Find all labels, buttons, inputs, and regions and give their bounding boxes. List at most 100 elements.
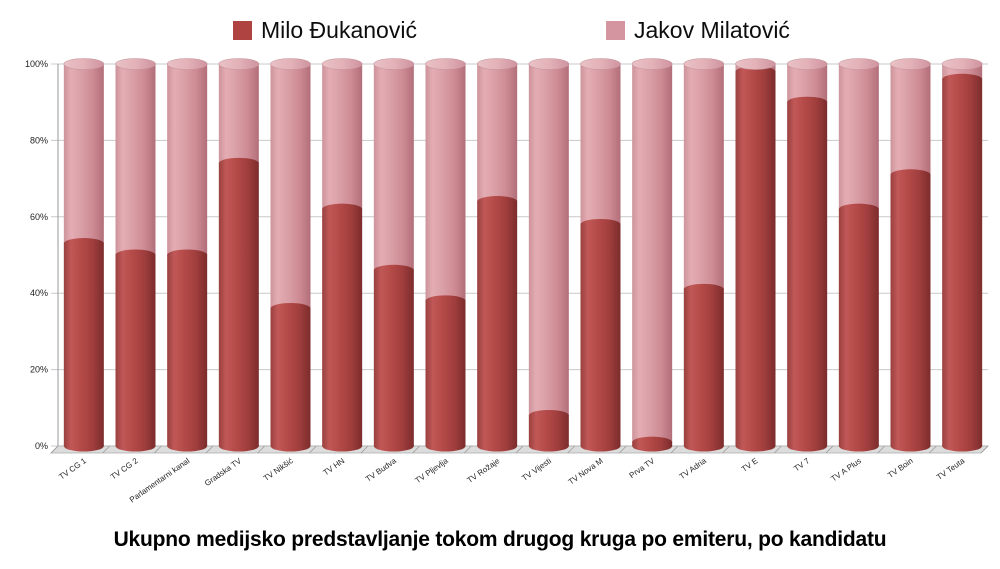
x-tick [774,445,782,454]
bar-top-cap [528,58,570,70]
x-tick [877,445,885,454]
segment-jakov [528,64,569,416]
x-tick [567,445,575,454]
x-tick [154,445,162,454]
segment-jakov [322,64,363,210]
x-tick [670,445,679,454]
y-tick-label: 40% [30,288,48,298]
bar-top-cap [166,58,208,70]
x-tick [825,445,834,454]
bar-top-cap [890,58,931,70]
legend-item-milo: Milo Đukanović [233,17,417,44]
segment-milo [63,243,104,446]
x-category-label: TV Nova M [567,456,605,487]
segment-milo [167,255,208,446]
bar-top-cap [580,58,621,70]
y-tick-label: 80% [30,135,48,145]
segment-milo [477,201,518,446]
x-category-label: TV Adria [678,456,709,481]
bar-tv-cg-2: TV CG 2 [109,58,156,482]
segment-milo [425,300,466,446]
x-category-label: TV 7 [792,456,811,473]
x-category-label: TV Budva [364,456,398,484]
x-category-label: TV CG 2 [109,456,140,482]
bar-top-cap [941,58,983,70]
segment-jakov [838,64,879,210]
segment-jakov [63,64,104,244]
x-category-label: TV Teuta [935,456,967,482]
x-category-label: TV E [740,456,760,474]
bar-tv-a-plus: TV A Plus [829,58,880,484]
x-category-label: TV Nikšić [262,456,295,483]
x-tick [309,445,317,454]
segment-milo [890,174,931,446]
x-category-label: TV HN [321,456,346,477]
bar-top-cap [735,58,776,70]
x-tick [929,445,937,454]
x-category-label: TV A Plus [829,456,863,483]
y-tick-label: 60% [30,212,48,222]
bar-top-cap [270,58,311,70]
segment-milo [942,79,983,446]
bar-tv-budva: TV Budva [364,58,415,484]
x-category-label: Prva TV [628,456,657,480]
x-tick [619,445,627,454]
y-tick-label: 100% [25,59,48,69]
x-category-label: TV CG 1 [57,456,88,482]
bar-top-cap [425,58,466,70]
segment-jakov [632,64,673,443]
chart-title: Ukupno medijsko predstavljanje tokom dru… [113,528,887,551]
stacked-bar-chart-canvas: 0%20%40%60%80%100%TV CG 1 TV CG 2Parlamen… [25,58,989,504]
bar-top-cap [786,58,828,70]
x-tick [515,445,524,454]
bar-prva-tv: Prva TV [628,58,673,480]
segment-jakov [167,64,208,255]
segment-milo [787,102,828,446]
x-tick [205,445,214,454]
x-tick [50,445,59,454]
segment-milo [373,270,414,446]
legend-swatch-milo [233,21,252,40]
x-category-label: TV Boin [886,456,914,480]
x-tick [980,445,989,454]
bar-tv-vijesti: TV Vijesti [520,58,570,483]
segment-jakov [270,64,311,309]
bar-gradska-tv: Gradska TV [203,58,260,488]
segment-jakov [580,64,621,225]
bar-tv-pljevlja: TV Pljevlja [414,58,466,485]
segment-jakov [477,64,518,202]
segment-milo [115,255,156,446]
x-category-label: TV Pljevlja [414,456,451,485]
x-tick [102,445,110,454]
segment-jakov [115,64,156,255]
x-tick [412,445,420,454]
y-tick-label: 20% [30,365,48,375]
segment-milo [528,415,569,446]
x-tick [257,445,265,454]
bar-tv-hn: TV HN [321,58,363,477]
x-category-label: TV Vijesti [520,456,553,483]
segment-jakov [373,64,414,271]
bar-tv-boin: TV Boin [886,58,931,480]
segment-jakov [890,64,931,175]
bar-tv-adria: TV Adria [678,58,725,481]
bar-tv-cg-1: TV CG 1 [57,58,105,482]
x-category-label: TV Rožaje [466,456,502,485]
bar-top-cap [838,58,880,70]
segment-jakov [218,64,259,164]
segment-milo [838,209,879,446]
x-category-label: Gradska TV [203,456,244,488]
x-tick [464,445,472,454]
legend-item-jakov: Jakov Milatović [606,17,790,44]
bar-tv-rožaje: TV Rožaje [466,58,518,485]
x-tick [360,445,369,454]
bar-top-cap [321,58,363,70]
segment-jakov [683,64,724,290]
bar-tv-nova-m: TV Nova M [567,58,621,487]
segment-milo [580,224,621,446]
legend-label-jakov: Jakov Milatović [634,17,790,43]
bar-top-cap [631,58,673,70]
bar-top-cap [63,58,105,70]
bar-tv-e: TV E [735,58,776,474]
segment-milo [322,209,363,446]
